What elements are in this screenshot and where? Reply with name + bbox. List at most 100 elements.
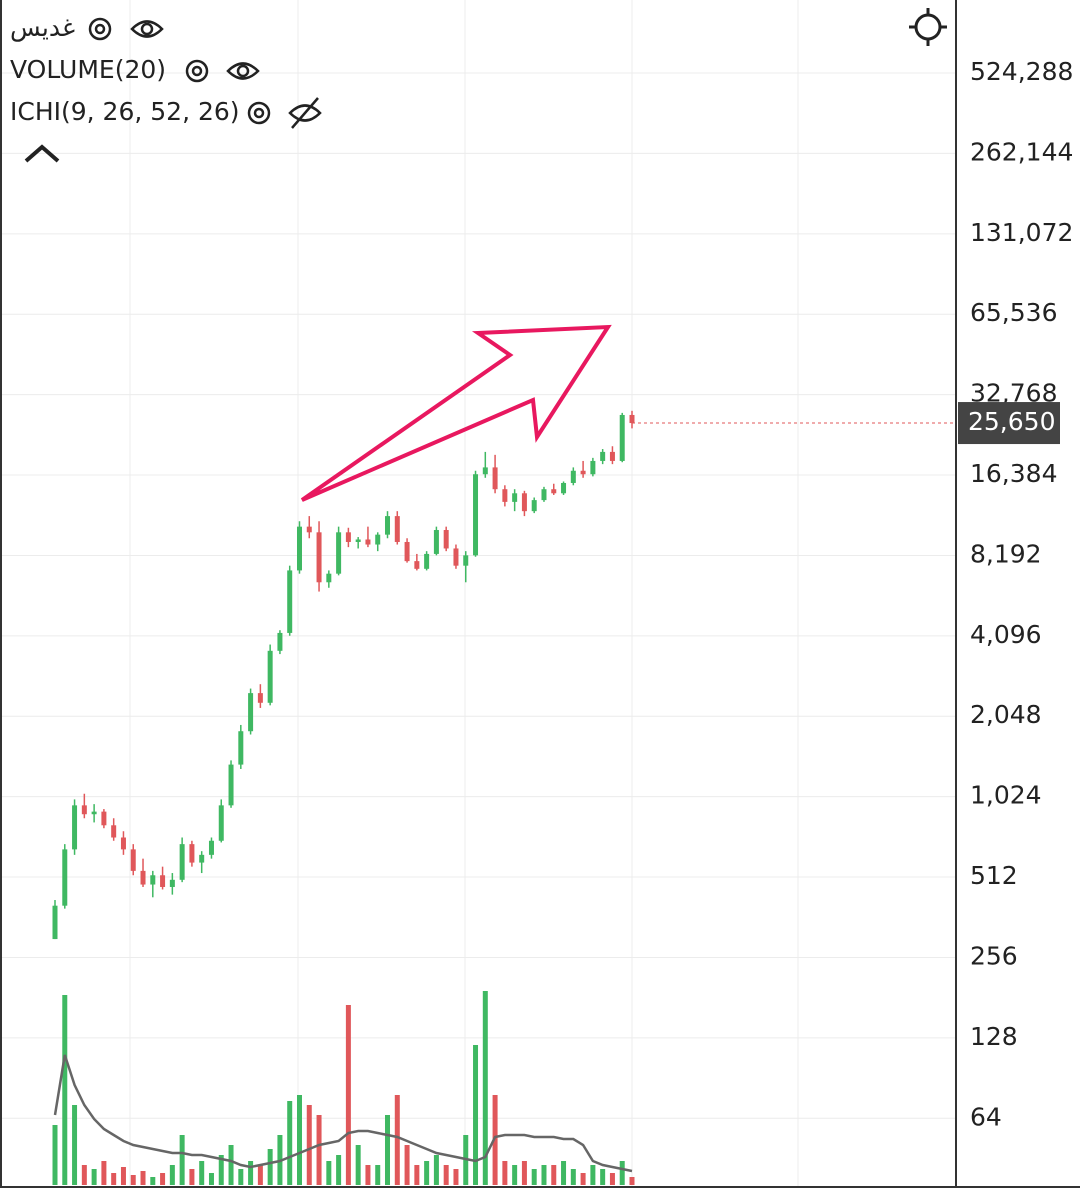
volume-bar [345, 1005, 351, 1185]
volume-bar [287, 1101, 293, 1185]
candle-body [365, 539, 371, 545]
volume-bar [208, 1173, 214, 1185]
candle-body [473, 474, 479, 556]
candle-body [453, 548, 459, 566]
candle-body [600, 451, 606, 461]
candle-body [130, 849, 136, 871]
candle-body [355, 539, 361, 542]
candle-body [580, 470, 586, 475]
y-tick-label: 8,192 [970, 539, 1042, 568]
volume-bar [453, 1169, 459, 1185]
settings-icon-core [253, 107, 265, 119]
candle-body [101, 811, 107, 826]
volume-bar [150, 1177, 156, 1185]
volume-bar [81, 1165, 87, 1185]
settings-icon[interactable] [185, 59, 209, 83]
volume-bar [365, 1165, 371, 1185]
volume-bar [248, 1161, 254, 1185]
candle-body [404, 541, 410, 562]
volume-bar [551, 1165, 557, 1185]
candle-body [443, 530, 449, 549]
y-tick-label: 1,024 [970, 781, 1042, 810]
candle-body [414, 561, 420, 569]
candle-body [482, 467, 488, 475]
settings-icon-core [191, 65, 203, 77]
settings-icon[interactable] [88, 17, 112, 41]
legend: غدیس VOLUME(20) ICHI(9, 26, 52, 26) [10, 8, 947, 163]
volume-bar [609, 1173, 615, 1185]
arrow-annotation [300, 324, 612, 502]
candle-body [150, 875, 156, 885]
y-tick-label: 262,144 [970, 137, 1073, 166]
candle-body [267, 650, 273, 703]
volume-bar [492, 1095, 498, 1185]
volume-bar [541, 1165, 547, 1185]
candle-body [316, 532, 322, 583]
volume-bar [140, 1171, 146, 1185]
collapse-chevron[interactable] [24, 144, 60, 163]
volume-bar [414, 1165, 420, 1185]
y-tick-label: 128 [970, 1022, 1018, 1051]
volume-bar [629, 1177, 635, 1185]
volume-bar [179, 1135, 185, 1185]
volume-bar [296, 1095, 302, 1185]
y-tick-label: 512 [970, 861, 1018, 890]
candle-body [463, 555, 469, 566]
settings-icon-core [94, 23, 106, 35]
candle-body [531, 500, 537, 512]
candle-body [287, 570, 293, 633]
eye-slash [291, 97, 319, 129]
candle-body [492, 467, 498, 490]
marks [52, 410, 956, 1185]
candle-body [385, 516, 391, 535]
volume-bar [355, 1145, 361, 1185]
volume-bar [570, 1169, 576, 1185]
volume-bar [619, 1161, 625, 1185]
y-tick-label: 16,384 [970, 459, 1057, 488]
volume-bar [160, 1173, 166, 1185]
candle-body [91, 811, 97, 815]
y-tick-label: 2,048 [970, 700, 1042, 729]
volume-bar [72, 1105, 78, 1185]
legend-ichi: ICHI(9, 26, 52, 26) [10, 97, 240, 126]
candle-body [502, 489, 508, 502]
candle-body [424, 553, 430, 569]
candle-body [120, 837, 126, 850]
eye-pupil [140, 22, 154, 36]
volume-bar [404, 1145, 410, 1185]
candle-body [551, 489, 557, 494]
volume-bar [394, 1095, 400, 1185]
volume-bar [130, 1175, 136, 1185]
candle-body [521, 493, 527, 512]
candle-body [72, 805, 78, 850]
candle-body [619, 414, 625, 461]
volume-bar [218, 1155, 224, 1185]
volume-bar [561, 1161, 567, 1185]
candle-body [189, 844, 195, 863]
volume-bar [580, 1173, 586, 1185]
volume-bar [111, 1173, 117, 1185]
candle-body [277, 632, 283, 651]
volume-bar [600, 1169, 606, 1185]
volume-bar [52, 1125, 58, 1185]
last-price-label: 25,650 [968, 407, 1055, 436]
volume-bar [306, 1105, 312, 1185]
volume-bar [326, 1161, 332, 1185]
settings-icon[interactable] [247, 101, 271, 125]
volume-bar [385, 1115, 391, 1185]
candle-body [296, 526, 302, 571]
eye-icon[interactable] [226, 62, 260, 80]
candle-body [179, 844, 185, 880]
volume-bar [228, 1145, 234, 1185]
candle-body [336, 532, 342, 574]
eye-pupil [236, 64, 250, 78]
volume-bar [424, 1161, 430, 1185]
volume-bar [512, 1165, 518, 1185]
candle-body [394, 516, 400, 542]
volume-bar [482, 991, 488, 1185]
candle-body [169, 879, 175, 887]
legend-volume: VOLUME(20) [10, 55, 166, 84]
candle-body [512, 493, 518, 502]
candle-body [238, 731, 244, 765]
eye-icon[interactable] [130, 20, 164, 38]
